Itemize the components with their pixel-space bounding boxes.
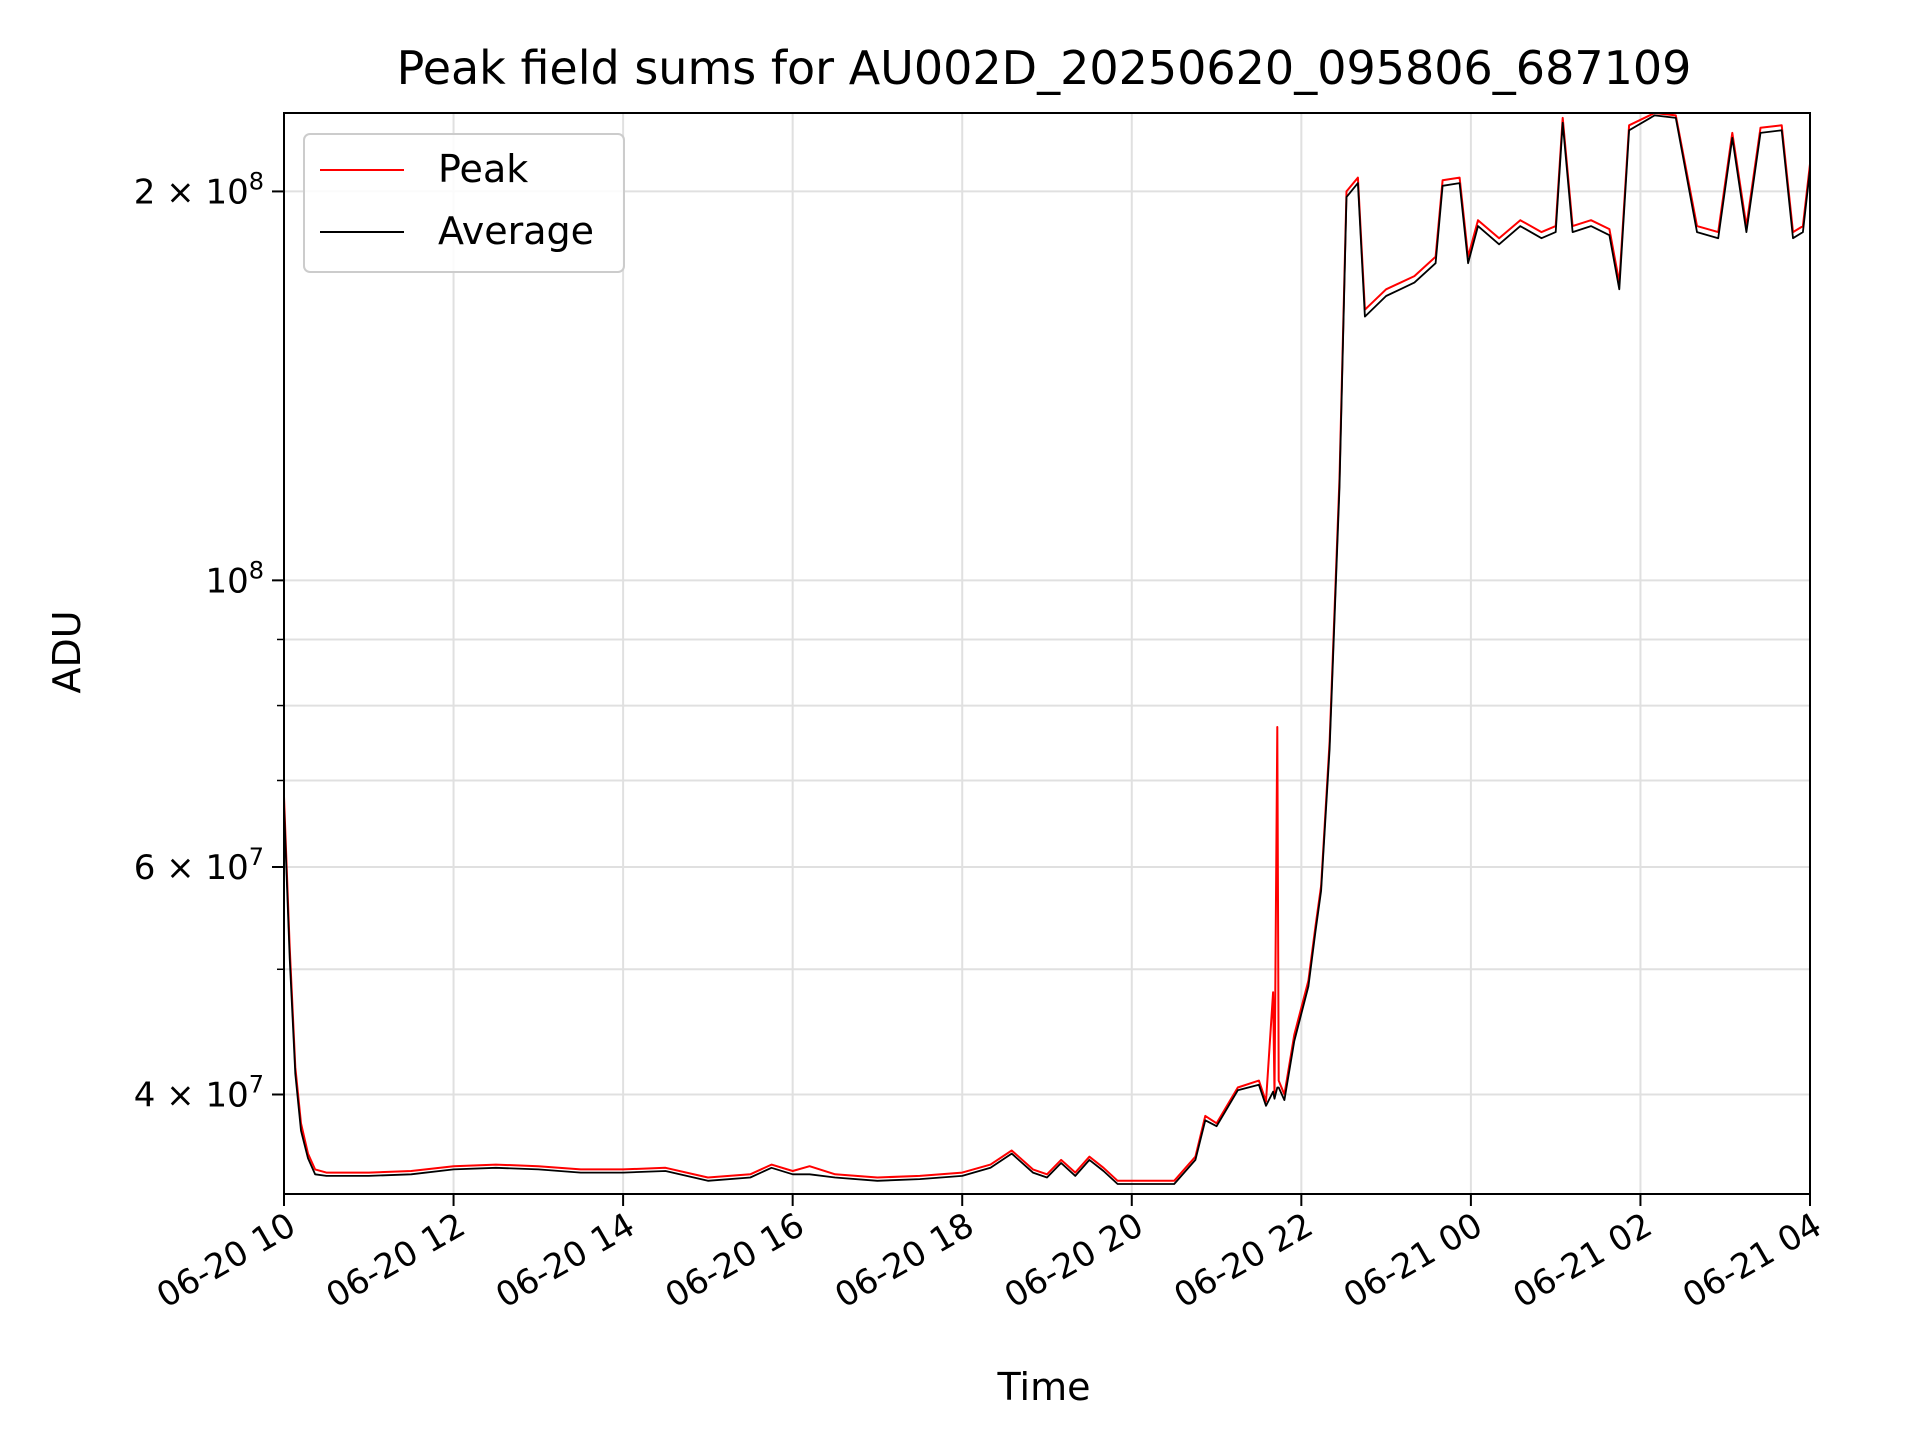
legend-box: [303, 133, 625, 273]
series-line-average: [284, 114, 1810, 1185]
y-tick-label: 4 × 107: [134, 1070, 264, 1115]
y-tick-label: 2 × 108: [134, 167, 264, 212]
legend-label-average: Average: [438, 209, 594, 253]
y-tick-label: 6 × 107: [134, 843, 264, 888]
legend: Peak Average: [303, 133, 625, 273]
legend-label-peak: Peak: [438, 147, 528, 191]
y-axis-label: ADU: [45, 610, 89, 693]
series-line-peak: [284, 113, 1810, 1182]
series-lines: [284, 113, 1810, 1185]
y-axis-ticks: 4 × 107 6 × 107 108 2 × 108: [134, 167, 284, 1115]
plot-frame: [283, 112, 1811, 1195]
y-tick-label: 108: [205, 556, 264, 601]
x-axis-label: Time: [997, 1365, 1091, 1409]
chart-title: Peak field sums for AU002D_20250620_0958…: [397, 41, 1692, 95]
